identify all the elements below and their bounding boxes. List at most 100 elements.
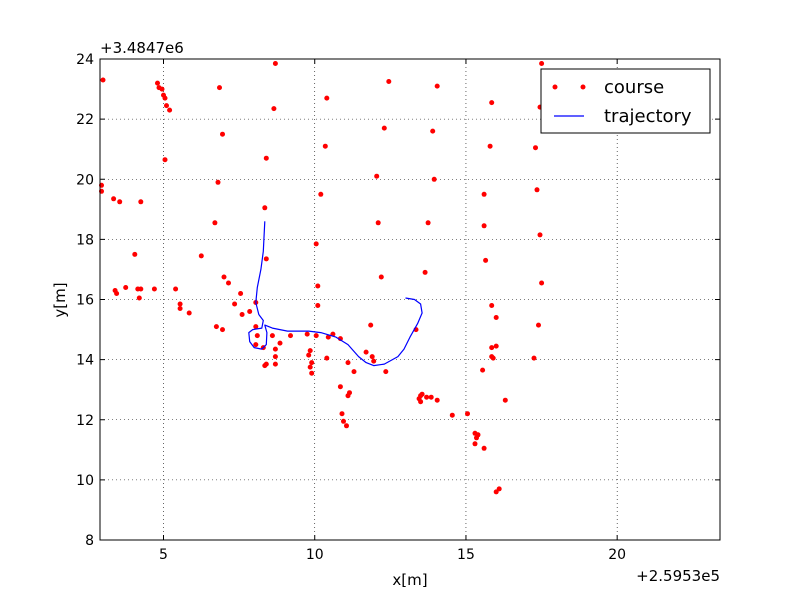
- course-point: [226, 280, 231, 286]
- legend-trajectory-label: trajectory: [604, 106, 692, 127]
- course-point: [167, 107, 173, 113]
- course-point: [371, 358, 377, 364]
- x-tick-label: 5: [159, 547, 168, 563]
- course-point: [271, 106, 277, 112]
- course-point: [304, 331, 310, 337]
- course-point: [493, 315, 499, 320]
- legend-course-label: course: [604, 77, 664, 98]
- course-point: [272, 354, 278, 360]
- course-point: [483, 257, 489, 263]
- course-point: [419, 391, 425, 397]
- legend-course-marker: [552, 84, 558, 90]
- course-point: [368, 322, 374, 328]
- course-point: [173, 286, 179, 292]
- course-point: [239, 312, 245, 317]
- course-point: [254, 333, 260, 339]
- course-point: [472, 441, 478, 447]
- course-point: [381, 125, 387, 131]
- course-point: [322, 143, 328, 149]
- x-tick-label: 15: [457, 547, 475, 563]
- course-point: [493, 489, 499, 495]
- course-point: [539, 61, 545, 66]
- x-tick-label: 20: [608, 547, 626, 563]
- course-point: [489, 303, 495, 308]
- course-point: [155, 80, 160, 86]
- course-point: [480, 367, 486, 373]
- course-point: [100, 77, 106, 83]
- course-point: [489, 100, 495, 106]
- course-point: [430, 128, 436, 134]
- course-point: [307, 348, 313, 354]
- course-point: [136, 295, 142, 301]
- course-point: [325, 334, 331, 340]
- course-point: [434, 83, 440, 89]
- course-point: [221, 274, 227, 280]
- course-point: [262, 205, 268, 211]
- course-point: [162, 95, 168, 101]
- course-point: [164, 103, 169, 109]
- course-point: [198, 253, 204, 259]
- course-point: [159, 86, 165, 92]
- course-point: [309, 360, 315, 366]
- course-point: [177, 306, 183, 311]
- course-point: [481, 223, 487, 229]
- course-point: [539, 280, 545, 286]
- course-point: [123, 285, 129, 290]
- course-point: [324, 95, 330, 101]
- y-axis-label: y[m]: [51, 282, 69, 317]
- course-point: [232, 301, 238, 307]
- course-point: [220, 327, 225, 333]
- course-point: [262, 363, 268, 369]
- course-point: [465, 411, 470, 417]
- course-point: [277, 340, 283, 346]
- course-point: [534, 187, 540, 193]
- course-point: [313, 333, 319, 339]
- course-point: [212, 220, 218, 226]
- y-tick-label: 16: [76, 293, 94, 309]
- course-point: [490, 355, 496, 361]
- trajectory-line: [248, 221, 423, 367]
- course-point: [309, 370, 315, 376]
- course-point: [272, 61, 278, 66]
- course-point: [138, 286, 144, 292]
- y-tick-label: 8: [85, 533, 94, 549]
- course-point: [337, 336, 343, 342]
- course-point: [111, 196, 117, 202]
- course-point: [288, 333, 293, 339]
- y-tick-label: 18: [76, 232, 94, 248]
- course-point: [487, 143, 493, 149]
- course-point: [418, 399, 424, 405]
- course-point: [238, 291, 244, 296]
- course-point: [533, 145, 538, 151]
- course-point: [247, 309, 253, 314]
- course-point: [318, 191, 324, 197]
- course-point: [351, 369, 357, 375]
- course-point: [489, 345, 495, 351]
- y-tick-label: 24: [76, 52, 94, 68]
- course-point: [220, 131, 225, 137]
- course-point: [449, 412, 455, 418]
- course-point: [324, 355, 330, 361]
- x-axis-label: x[m]: [392, 571, 427, 589]
- course-point: [375, 220, 381, 226]
- course-point: [424, 394, 430, 400]
- legend-course-marker: [580, 84, 586, 90]
- course-point: [138, 199, 144, 205]
- y-tick-label: 14: [76, 353, 94, 369]
- legend: course trajectory: [540, 68, 711, 134]
- course-point: [339, 411, 345, 417]
- course-point: [431, 176, 437, 182]
- course-point: [263, 155, 269, 161]
- course-point: [378, 274, 384, 280]
- course-point: [428, 394, 434, 400]
- plot-frame: [99, 58, 721, 541]
- course-point: [369, 354, 375, 360]
- y-tick-label: 22: [76, 112, 94, 128]
- x-offset-label: +2.5953e5: [636, 567, 720, 585]
- axis-ticks: 5 10 15 20 8 10 12 14 16 18 20 22 24: [76, 52, 720, 563]
- course-point: [344, 423, 349, 429]
- course-point: [374, 173, 380, 179]
- course-point: [363, 349, 369, 355]
- course-point: [313, 241, 319, 247]
